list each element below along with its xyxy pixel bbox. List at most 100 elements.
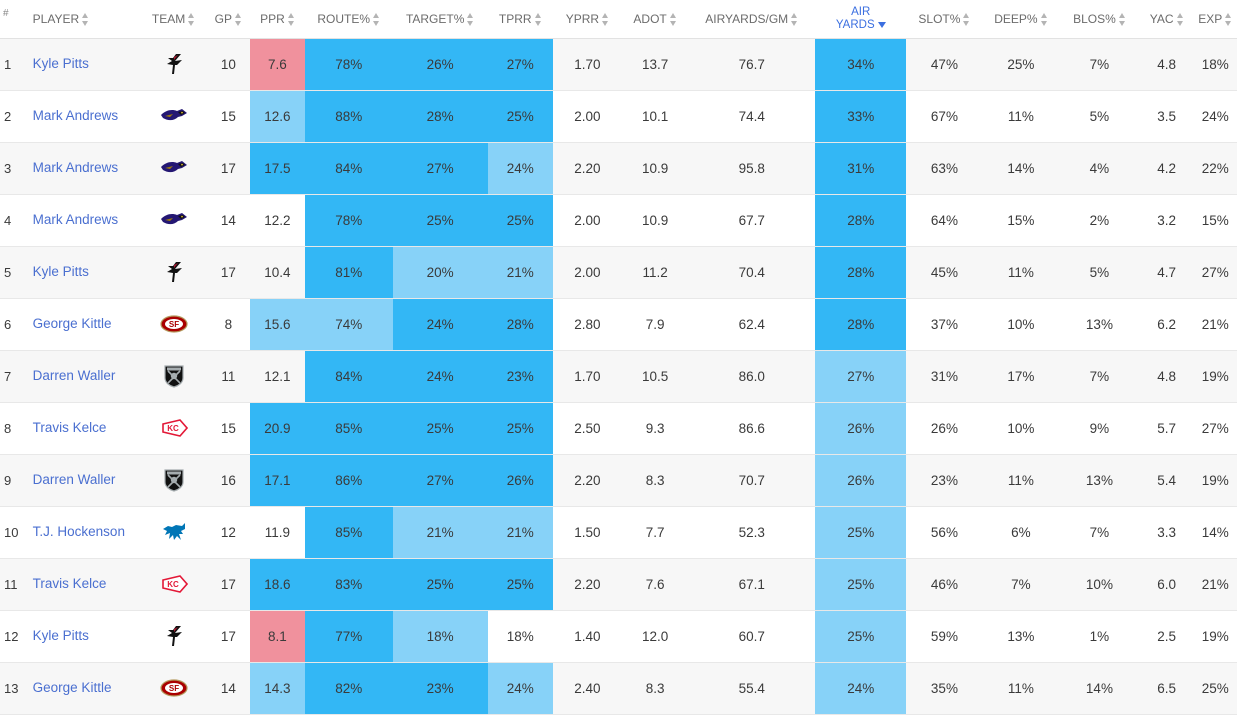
rank-cell: 1 (0, 38, 21, 91)
route-cell: 85% (304, 506, 393, 559)
player-link[interactable]: Darren Waller (32, 472, 116, 487)
target-cell: 25% (392, 558, 488, 611)
team-cell (140, 194, 207, 247)
ppr-column-header[interactable]: PPR (250, 0, 305, 39)
ppr-cell: 12.6 (250, 90, 305, 143)
team-column-header[interactable]: TEAM (140, 0, 207, 39)
deep-cell: 10% (982, 298, 1060, 351)
player-cell: Kyle Pitts (20, 38, 141, 91)
adot-cell: 8.3 (622, 662, 689, 715)
player-link[interactable]: Kyle Pitts (32, 264, 89, 279)
tprr-column-header[interactable]: TPRR (487, 0, 553, 39)
table-row[interactable]: 1 Kyle Pitts 10 7.6 78% 26% 27% 1.70 13.7 76.7 34%… (0, 38, 1237, 91)
adot-cell: 12.0 (622, 610, 689, 663)
blos-column-header[interactable]: BLOS% (1059, 0, 1140, 39)
adot-column-header[interactable]: ADOT (622, 0, 689, 39)
yprr-cell: 2.00 (552, 90, 623, 143)
player-cell: Kyle Pitts (20, 610, 141, 663)
table-row[interactable]: 10 T.J. Hockenson 12 11.9 85% 21% 21% 1.50 7.7 52… (0, 506, 1237, 559)
rank-cell: 2 (0, 90, 21, 143)
player-link[interactable]: Kyle Pitts (32, 628, 89, 643)
yprr-cell: 1.70 (552, 38, 623, 91)
route-cell: 81% (304, 246, 393, 299)
rank-header: # (0, 0, 21, 39)
player-link[interactable]: Mark Andrews (32, 160, 119, 175)
airyards-per-game-cell: 86.6 (688, 402, 816, 455)
deep-column-header[interactable]: DEEP% (982, 0, 1060, 39)
blos-cell: 7% (1059, 350, 1140, 403)
air-yards-column-header[interactable]: AIR YARDS (815, 0, 907, 39)
tprr-cell: 21% (487, 506, 553, 559)
route-column-header[interactable]: ROUTE% (304, 0, 393, 39)
player-cell: Mark Andrews (20, 194, 141, 247)
player-link[interactable]: Darren Waller (32, 368, 116, 383)
yac-column-header[interactable]: YAC (1139, 0, 1194, 39)
gp-column-header[interactable]: GP (206, 0, 251, 39)
player-link[interactable]: Travis Kelce (32, 420, 107, 435)
slot-cell: 45% (906, 246, 983, 299)
table-row[interactable]: 12 Kyle Pitts 17 8.1 77% 18% 18% 1.40 12.0 60.7 25… (0, 610, 1237, 663)
yac-cell: 4.8 (1139, 350, 1194, 403)
exp-column-header[interactable]: EXP (1193, 0, 1237, 39)
slot-cell: 63% (906, 142, 983, 195)
table-row[interactable]: 2 Mark Andrews 15 12.6 88% 28% 25% 2.00 10.1 74.4… (0, 90, 1237, 143)
team-cell (140, 38, 207, 91)
table-row[interactable]: 9 Darren Waller 16 17.1 86% 27% 26% 2.20 8.3 70.7… (0, 454, 1237, 507)
ppr-cell: 17.5 (250, 142, 305, 195)
table-row[interactable]: 11 Travis Kelce KC 17 18.6 83% 25% 25% 2.20 7.6 67… (0, 558, 1237, 611)
exp-cell: 21% (1193, 558, 1237, 611)
yac-cell: 5.7 (1139, 402, 1194, 455)
team-cell: KC (140, 558, 207, 611)
yac-cell: 4.7 (1139, 246, 1194, 299)
adot-cell: 10.9 (622, 194, 689, 247)
table-row[interactable]: 4 Mark Andrews 14 12.2 78% 25% 25% 2.00 10.9 67.7… (0, 194, 1237, 247)
player-link[interactable]: Mark Andrews (32, 212, 119, 227)
exp-cell: 22% (1193, 142, 1237, 195)
team-cell: KC (140, 402, 207, 455)
table-row[interactable]: 8 Travis Kelce KC 15 20.9 85% 25% 25% 2.50 9.3 86.… (0, 402, 1237, 455)
target-cell: 20% (392, 246, 488, 299)
player-link[interactable]: George Kittle (32, 316, 112, 331)
target-cell: 26% (392, 38, 488, 91)
rank-cell: 9 (0, 454, 21, 507)
airyards-per-game-cell: 62.4 (688, 298, 816, 351)
yac-cell: 3.3 (1139, 506, 1194, 559)
deep-cell: 7% (982, 558, 1060, 611)
sort-icon (963, 12, 970, 26)
deep-cell: 13% (982, 610, 1060, 663)
player-column-header[interactable]: PLAYER (20, 0, 141, 39)
airyards-per-game-column-header[interactable]: AIRYARDS/GM (688, 0, 816, 39)
header-row: # PLAYER TEAM GP PPR ROUTE% TARGET% TPRR… (0, 0, 1237, 39)
svg-text:KC: KC (167, 424, 179, 433)
route-cell: 84% (304, 142, 393, 195)
rank-cell: 11 (0, 558, 21, 611)
slot-cell: 64% (906, 194, 983, 247)
player-link[interactable]: George Kittle (32, 680, 112, 695)
yprr-column-header[interactable]: YPRR (552, 0, 623, 39)
table-row[interactable]: 6 George Kittle SF 8 15.6 74% 24% 28% 2.80 7.9 62.… (0, 298, 1237, 351)
yac-cell: 3.5 (1139, 90, 1194, 143)
table-row[interactable]: 5 Kyle Pitts 17 10.4 81% 20% 21% 2.00 11.2 70.4 28… (0, 246, 1237, 299)
slot-column-header[interactable]: SLOT% (906, 0, 983, 39)
player-link[interactable]: T.J. Hockenson (32, 524, 125, 539)
airyards-gm-header-label: AIRYARDS/GM (705, 11, 789, 26)
exp-cell: 19% (1193, 350, 1237, 403)
table-row[interactable]: 7 Darren Waller 11 12.1 84% 24% 23% 1.70 10.5 86.… (0, 350, 1237, 403)
player-cell: Mark Andrews (20, 142, 141, 195)
adot-cell: 8.3 (622, 454, 689, 507)
airyards-per-game-cell: 55.4 (688, 662, 816, 715)
target-cell: 24% (392, 350, 488, 403)
yprr-cell: 2.20 (552, 142, 623, 195)
rank-cell: 12 (0, 610, 21, 663)
table-row[interactable]: 13 George Kittle SF 14 14.3 82% 23% 24% 2.40 8.3 5… (0, 662, 1237, 715)
player-link[interactable]: Kyle Pitts (32, 56, 89, 71)
gp-cell: 15 (206, 90, 251, 143)
tprr-cell: 27% (487, 38, 553, 91)
player-link[interactable]: Travis Kelce (32, 576, 107, 591)
airyards-per-game-cell: 70.4 (688, 246, 816, 299)
yac-cell: 6.5 (1139, 662, 1194, 715)
player-link[interactable]: Mark Andrews (32, 108, 119, 123)
yac-header-label: YAC (1149, 11, 1174, 26)
table-row[interactable]: 3 Mark Andrews 17 17.5 84% 27% 24% 2.20 10.9 95.8… (0, 142, 1237, 195)
target-column-header[interactable]: TARGET% (392, 0, 488, 39)
